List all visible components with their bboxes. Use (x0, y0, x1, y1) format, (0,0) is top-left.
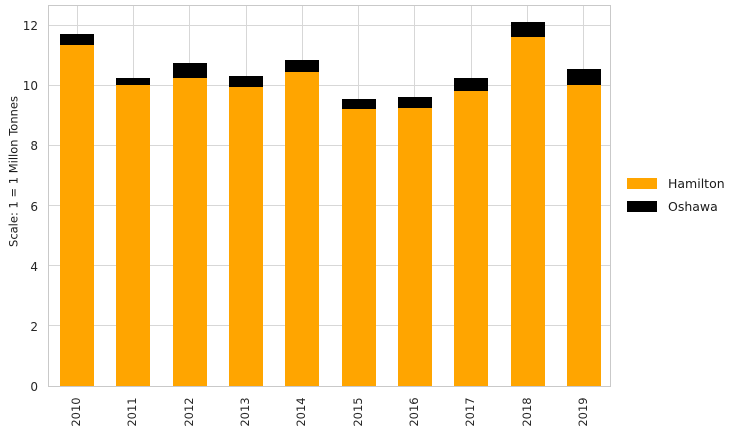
bar-2019-hamilton (566, 85, 601, 386)
x-tick-label-2017: 2017 (463, 397, 478, 427)
legend-label-hamilton: Hamilton (668, 176, 725, 191)
x-tick-label-2018: 2018 (519, 397, 534, 427)
bar-2013-hamilton (229, 86, 264, 386)
bar-2019-oshawa (566, 68, 601, 86)
h-gridline-8 (49, 144, 610, 146)
x-tick-label-2012: 2012 (181, 397, 196, 427)
h-gridline-12 (49, 24, 610, 26)
bar-2010-oshawa (60, 34, 95, 45)
bar-2010-hamilton (60, 44, 95, 386)
bar-2011-oshawa (116, 77, 151, 86)
y-tick-label-4: 4 (30, 259, 38, 274)
x-tick-label-2019: 2019 (575, 397, 590, 427)
bar-2018-hamilton (510, 37, 545, 386)
legend-swatch-oshawa (627, 201, 657, 212)
x-tick-label-2011: 2011 (125, 397, 140, 427)
bar-2017-oshawa (454, 77, 489, 92)
legend: Hamilton Oshawa (627, 176, 725, 222)
bar-2012-hamilton (172, 77, 207, 386)
h-gridline-4 (49, 265, 610, 267)
x-tick-label-2015: 2015 (350, 397, 365, 427)
bar-2018-oshawa (510, 22, 545, 38)
plot-area (48, 5, 611, 387)
x-tick-label-2016: 2016 (406, 397, 421, 427)
bar-2016-oshawa (397, 97, 432, 108)
y-tick-label-2: 2 (30, 319, 38, 334)
bar-2014-hamilton (285, 71, 320, 386)
x-tick-label-2013: 2013 (238, 397, 253, 427)
y-tick-label-8: 8 (30, 139, 38, 154)
bar-2011-hamilton (116, 85, 151, 386)
bar-2015-oshawa (341, 98, 376, 110)
h-gridline-2 (49, 325, 610, 327)
legend-item-hamilton: Hamilton (627, 176, 725, 191)
bar-2012-oshawa (172, 62, 207, 78)
h-gridline-6 (49, 205, 610, 207)
legend-swatch-hamilton (627, 178, 657, 189)
bar-2014-oshawa (285, 59, 320, 72)
bar-2017-hamilton (454, 91, 489, 386)
x-tick-label-2014: 2014 (294, 397, 309, 427)
y-tick-label-10: 10 (22, 79, 38, 94)
y-tick-label-0: 0 (30, 380, 38, 394)
bar-2015-hamilton (341, 109, 376, 386)
bar-2013-oshawa (229, 76, 264, 87)
y-tick-label-6: 6 (30, 199, 38, 214)
bar-2016-hamilton (397, 107, 432, 386)
h-gridline-10 (49, 84, 610, 86)
legend-label-oshawa: Oshawa (668, 199, 718, 214)
y-tick-label-12: 12 (22, 19, 38, 34)
legend-item-oshawa: Oshawa (627, 199, 725, 214)
x-tick-label-2010: 2010 (69, 397, 84, 427)
